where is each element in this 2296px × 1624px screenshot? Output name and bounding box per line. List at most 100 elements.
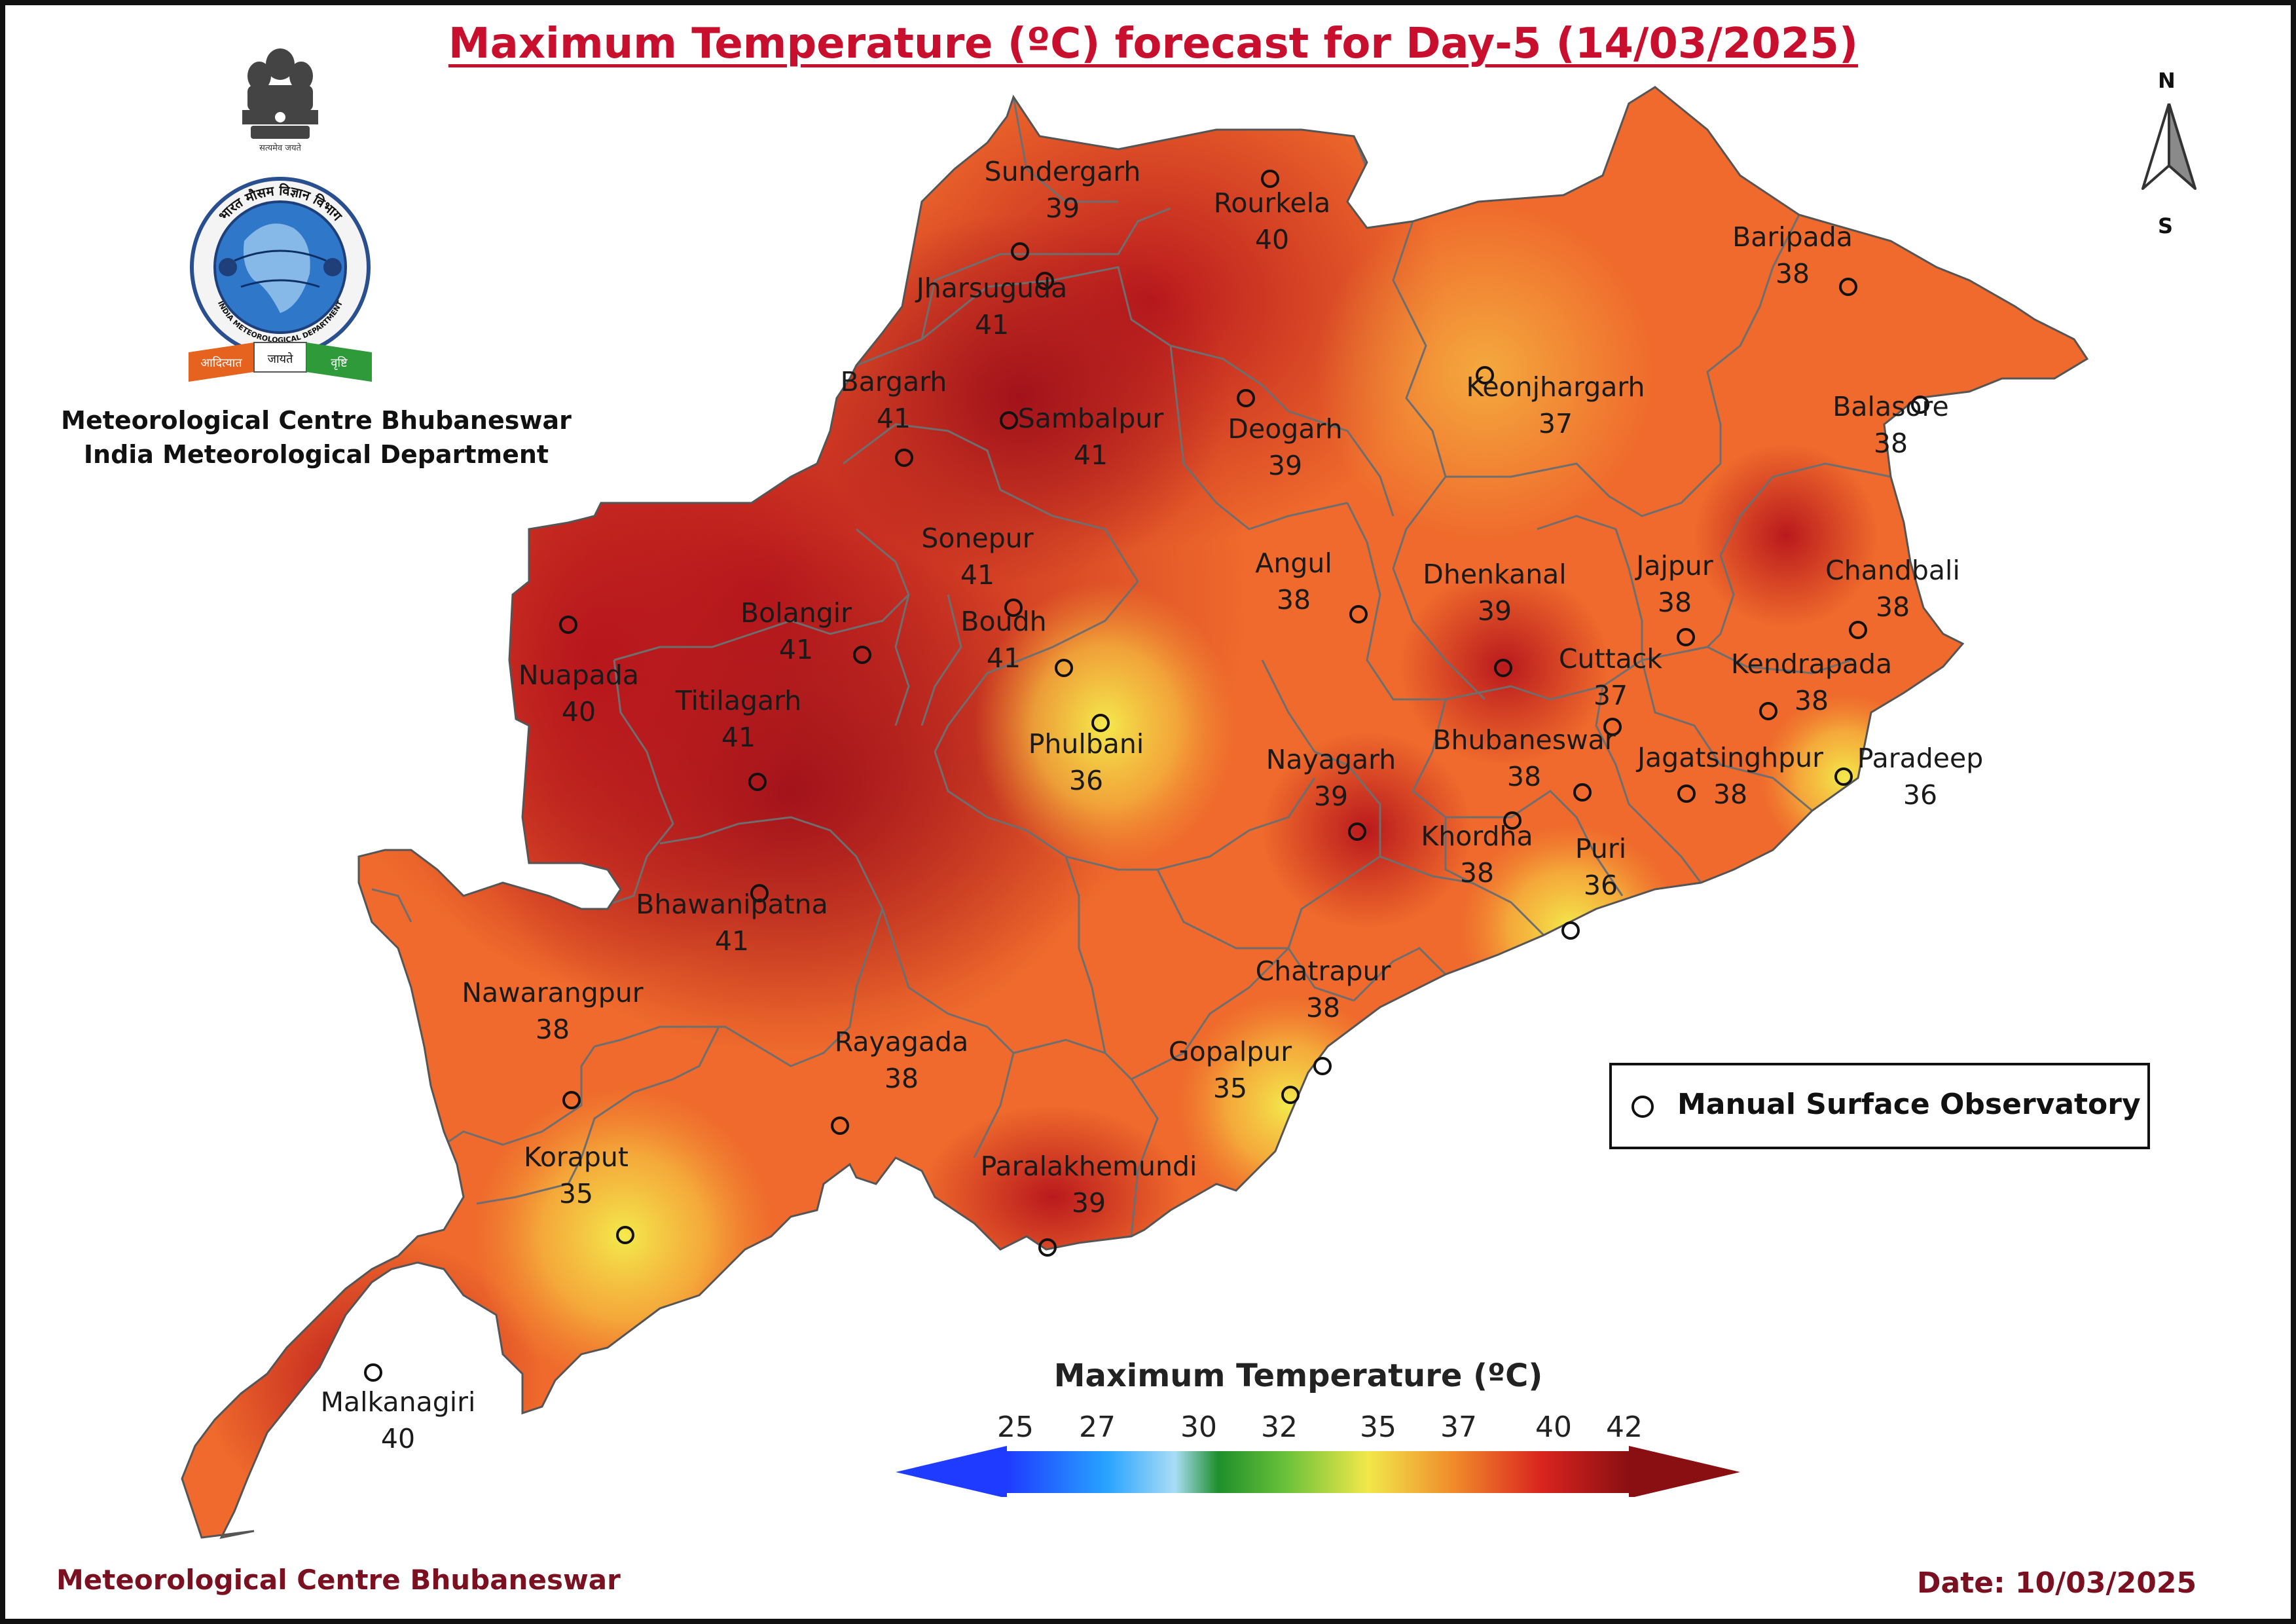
colorbar-tick-label: 42 xyxy=(1606,1412,1643,1444)
map-title: Maximum Temperature (ºC) forecast for Da… xyxy=(448,20,1859,68)
station-name: Puri xyxy=(1575,833,1626,864)
station-name: Titilagarh xyxy=(675,685,801,716)
org-name-line2: India Meteorological Department xyxy=(83,440,549,469)
footer-date: Date: 10/03/2025 xyxy=(1917,1566,2197,1600)
observatory-circle-icon xyxy=(1849,621,1867,639)
observatory-circle-icon xyxy=(616,1226,634,1244)
station-name: Gopalpur xyxy=(1169,1036,1292,1067)
station-malkanagiri: Malkanagiri 40 xyxy=(321,1363,475,1454)
station-angul: Angul 38 xyxy=(1255,547,1368,623)
station-temperature: 40 xyxy=(381,1423,415,1454)
station-rayagada: Rayagada 38 xyxy=(831,1026,968,1135)
station-name: Nayagarh xyxy=(1266,744,1396,775)
station-rourkela: Rourkela 40 xyxy=(1214,170,1330,255)
observatory-circle-icon xyxy=(1759,702,1777,720)
observatory-circle-icon xyxy=(562,1091,581,1109)
map-legend: Manual Surface Observatory xyxy=(1609,1063,2150,1149)
org-name-line1: Meteorological Centre Bhubaneswar xyxy=(61,406,572,435)
station-name: Baripada xyxy=(1732,221,1853,253)
north-arrow-icon xyxy=(2141,103,2196,190)
station-deogarh: Deogarh 39 xyxy=(1228,389,1343,481)
colorbar-tick-label: 40 xyxy=(1535,1412,1572,1444)
station-chatrapur: Chatrapur 38 xyxy=(1256,955,1391,1075)
observatory-circle-icon xyxy=(1281,1086,1300,1104)
station-titilagarh: Titilagarh 41 xyxy=(675,685,801,791)
svg-text:जायते: जायते xyxy=(268,352,293,366)
observatory-circle-icon xyxy=(1503,811,1522,830)
observatory-circle-icon xyxy=(1091,714,1110,732)
station-name: Dhenkanal xyxy=(1423,559,1566,590)
station-temperature: 36 xyxy=(1903,779,1937,811)
station-temperature: 40 xyxy=(562,696,596,728)
observatory-circle-icon xyxy=(1911,396,1929,414)
station-temperature: 40 xyxy=(1255,224,1289,255)
observatory-circle-icon xyxy=(1038,1238,1057,1257)
station-temperature: 38 xyxy=(1507,761,1541,792)
station-temperature: 39 xyxy=(1268,450,1302,481)
station-boudh: Boudh 41 xyxy=(960,606,1073,677)
station-bhawanipatna: Bhawanipatna 41 xyxy=(636,884,828,957)
station-temperature: 37 xyxy=(1539,408,1573,439)
station-balasore: Balasore 38 xyxy=(1832,391,1948,459)
observatory-circle-icon xyxy=(895,449,913,467)
station-bargarh: Bargarh 41 xyxy=(841,366,947,467)
observatory-circle-icon xyxy=(1237,389,1255,407)
station-name: Sonepur xyxy=(921,523,1033,554)
station-temperature: 35 xyxy=(559,1178,593,1209)
station-temperature: 38 xyxy=(1713,779,1747,810)
district-boundaries xyxy=(371,96,1891,1237)
station-name: Cuttack xyxy=(1559,643,1662,674)
station-name: Kendrapada xyxy=(1731,648,1892,680)
colorbar-high-arrow xyxy=(1629,1446,1740,1497)
observatory-circle-icon xyxy=(1677,784,1696,803)
observatory-circle-icon xyxy=(1313,1057,1332,1075)
station-temperature: 38 xyxy=(1306,992,1340,1024)
station-temperature: 39 xyxy=(1046,193,1080,224)
station-temperature: 41 xyxy=(975,309,1009,341)
observatory-circle-icon xyxy=(853,646,871,664)
observatory-circle-icon xyxy=(1834,767,1853,786)
station-name: Jharsuguda xyxy=(915,272,1068,304)
odisha-temperature-map: Sundergarh 39 Rourkela 40 Jharsuguda 41 Baripa… xyxy=(181,86,2089,1540)
station-name: Khordha xyxy=(1421,821,1533,852)
station-chandbali: Chandbali 38 xyxy=(1825,555,1960,639)
station-temperature: 41 xyxy=(877,403,911,434)
observatory-circle-icon xyxy=(1055,659,1073,677)
station-nawarangpur: Nawarangpur 38 xyxy=(462,977,644,1109)
colorbar-gradient xyxy=(1007,1451,1629,1493)
station-paralakhemundi: Paralakhemundi 39 xyxy=(981,1151,1197,1257)
station-temperature: 38 xyxy=(884,1063,919,1094)
south-label: S xyxy=(2158,213,2174,238)
observatory-circle-icon xyxy=(559,616,577,634)
station-name: Nawarangpur xyxy=(462,977,643,1008)
station-bhubaneswar: Bhubaneswar 38 xyxy=(1432,724,1616,802)
station-name: Jagatsinghpur xyxy=(1635,742,1823,773)
station-name: Paralakhemundi xyxy=(981,1151,1197,1182)
station-name: Deogarh xyxy=(1228,413,1342,445)
station-temperature: 41 xyxy=(715,925,749,957)
observatory-circle-icon xyxy=(1476,366,1494,384)
station-temperature: 41 xyxy=(1074,439,1108,471)
station-name: Jajpur xyxy=(1634,550,1713,581)
stations-layer: Sundergarh 39 Rourkela 40 Jharsuguda 41 Baripa… xyxy=(321,156,1984,1454)
station-temperature: 39 xyxy=(1072,1187,1106,1219)
station-keonjhargarh: Keonjhargarh 37 xyxy=(1466,366,1645,439)
station-name: Bargarh xyxy=(841,366,947,397)
footer-org: Meteorological Centre Bhubaneswar xyxy=(56,1564,621,1596)
observatory-circle-icon xyxy=(364,1363,382,1382)
station-name: Koraput xyxy=(524,1141,629,1173)
svg-text:सत्यमेव जयते: सत्यमेव जयते xyxy=(259,143,301,153)
observatory-circle-icon xyxy=(1573,783,1592,802)
station-temperature: 38 xyxy=(1874,428,1908,459)
station-name: Chatrapur xyxy=(1256,955,1391,987)
station-nuapada: Nuapada 40 xyxy=(519,616,639,728)
station-paradeep: Paradeep 36 xyxy=(1834,743,1983,811)
station-temperature: 41 xyxy=(960,559,994,591)
station-name: Bolangir xyxy=(740,597,852,629)
station-bolangir: Bolangir 41 xyxy=(740,597,871,665)
station-jharsuguda: Jharsuguda 41 xyxy=(915,272,1068,341)
station-cuttack: Cuttack 37 xyxy=(1559,643,1662,736)
station-name: Bhubaneswar xyxy=(1432,724,1615,756)
station-kendrapada: Kendrapada 38 xyxy=(1731,648,1892,720)
station-name: Rayagada xyxy=(835,1026,968,1058)
